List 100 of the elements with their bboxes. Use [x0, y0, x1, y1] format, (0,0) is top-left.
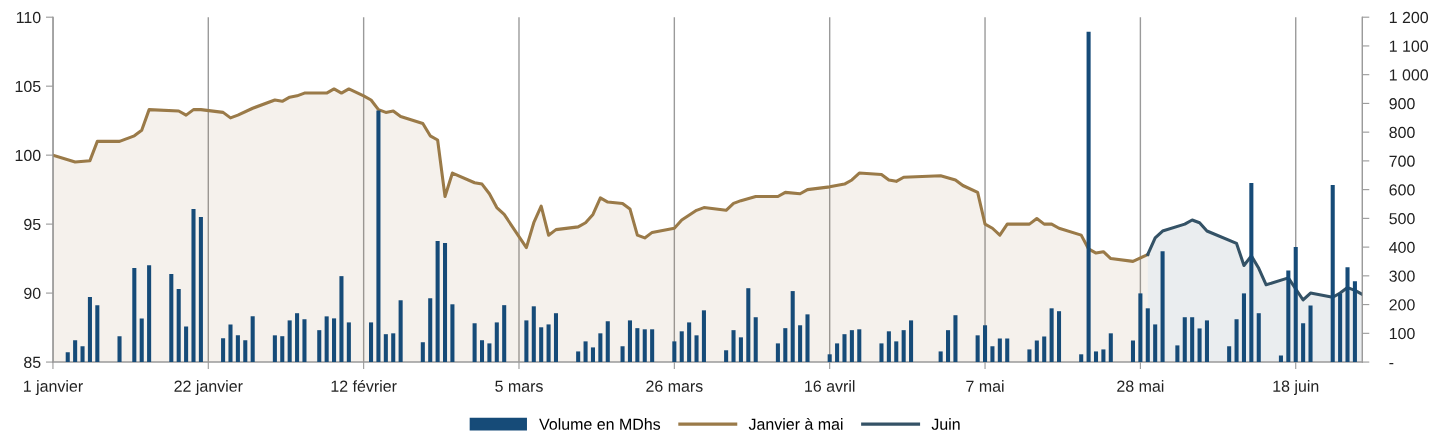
y2-tick-label: 1 000: [1389, 69, 1429, 81]
bar: [176, 289, 181, 363]
bar: [169, 274, 174, 363]
y-tick-label: 90: [24, 287, 41, 300]
bar: [1145, 308, 1150, 363]
bar: [302, 319, 307, 363]
bar: [1005, 338, 1010, 363]
bar: [1086, 31, 1091, 363]
bar: [1042, 336, 1047, 363]
bar: [73, 340, 78, 363]
bar: [1175, 345, 1180, 363]
bar: [80, 346, 85, 363]
bar: [87, 297, 92, 363]
bar: [909, 320, 914, 363]
bar: [953, 315, 958, 363]
bar: [1197, 328, 1202, 363]
bar: [983, 325, 988, 363]
bar: [1241, 293, 1246, 363]
bar: [1338, 293, 1343, 363]
bar: [221, 338, 226, 363]
bar: [894, 341, 899, 363]
bar: [1301, 323, 1306, 363]
x-tick-label: 28 mai: [1117, 380, 1164, 392]
bar: [398, 300, 403, 363]
bar: [1056, 311, 1062, 363]
bar: [235, 335, 240, 363]
bar: [369, 322, 374, 363]
bar: [1227, 346, 1232, 363]
bar: [1204, 320, 1209, 363]
bar: [997, 338, 1002, 363]
bar: [332, 318, 337, 363]
bar: [1027, 349, 1032, 363]
bar: [1308, 305, 1313, 363]
bar: [280, 336, 285, 363]
x-tick-label: 16 avril: [805, 380, 855, 392]
bar: [1101, 349, 1106, 363]
bar: [117, 336, 122, 363]
legend-label: Volume en MDhs: [539, 418, 661, 430]
bar: [191, 208, 196, 363]
y-tick-label: 110: [16, 11, 41, 24]
bar: [428, 298, 433, 363]
bar: [435, 241, 440, 363]
bar: [184, 326, 189, 363]
bar: [442, 243, 448, 363]
bar: [147, 265, 152, 363]
bar: [383, 334, 388, 363]
bar: [420, 342, 425, 363]
bar: [1108, 333, 1113, 363]
bar: [339, 276, 344, 363]
bar: [376, 110, 381, 363]
bar: [1345, 267, 1350, 363]
bar: [295, 313, 300, 363]
bar: [1352, 281, 1357, 363]
bar: [1278, 355, 1283, 363]
bar: [250, 316, 255, 363]
bar: [1256, 313, 1261, 363]
bar: [228, 324, 233, 363]
y2-tick-label: -: [1389, 362, 1394, 365]
bar: [1190, 317, 1195, 363]
x-tick-label: 7 mai: [966, 380, 1004, 392]
bar: [1160, 251, 1165, 363]
bar: [1249, 183, 1254, 363]
bar: [287, 320, 292, 363]
bar: [391, 333, 396, 363]
y2-tick-label: 600: [1389, 184, 1415, 196]
bar: [1293, 247, 1298, 363]
bar: [946, 330, 951, 363]
bar: [1079, 354, 1084, 363]
y2-tick-label: 400: [1389, 241, 1415, 254]
bar: [990, 346, 995, 363]
bar: [65, 352, 70, 363]
bar: [1153, 324, 1158, 363]
y-tick-label: 100: [15, 149, 41, 162]
bar: [1330, 185, 1335, 363]
x-tick-label: 18 juin: [1273, 380, 1319, 396]
bar: [1234, 319, 1239, 363]
bar: [472, 323, 477, 363]
bar: [317, 330, 322, 363]
y2-tick-label: 1 100: [1389, 40, 1429, 52]
y-tick-label: 105: [15, 80, 41, 93]
bar: [95, 305, 100, 363]
bar: [1130, 340, 1136, 363]
bar: [1093, 351, 1099, 363]
y2-tick-label: 300: [1389, 270, 1415, 282]
bar: [139, 318, 144, 363]
y-tick-label: 95: [24, 218, 41, 231]
y2-tick-label: 700: [1389, 155, 1415, 167]
y2-tick-label: 200: [1389, 299, 1415, 311]
x-tick-label: 12 février: [331, 379, 397, 392]
bar: [1049, 308, 1054, 363]
y2-tick-label: 800: [1389, 126, 1415, 139]
bar: [479, 340, 485, 363]
bar: [346, 322, 351, 363]
bar: [272, 335, 277, 363]
y-tick-label: 85: [24, 356, 41, 369]
y2-tick-label: 1 200: [1389, 11, 1429, 24]
bar: [975, 335, 980, 363]
x-tick-label: 5 mars: [495, 380, 543, 392]
bar: [450, 304, 455, 363]
bar: [132, 268, 137, 363]
